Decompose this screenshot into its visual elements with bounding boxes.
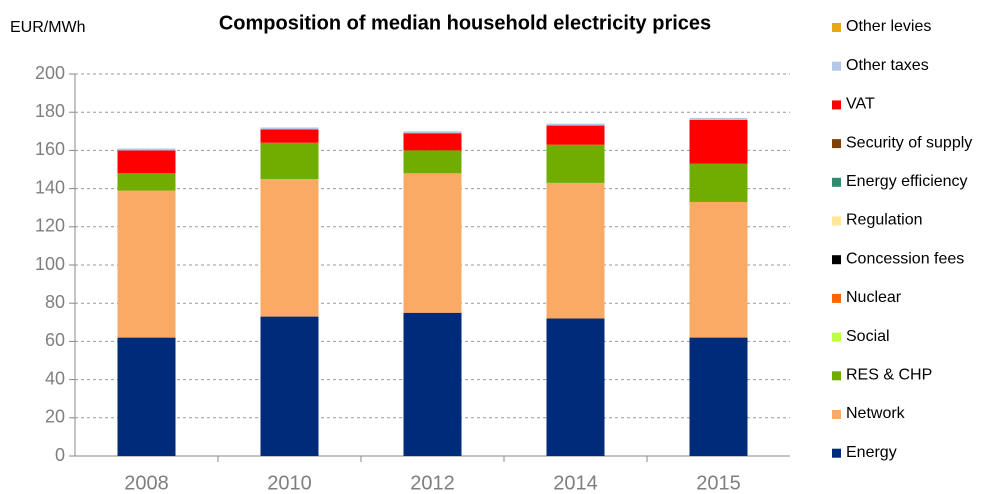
y-tick-label: 0 — [55, 445, 65, 465]
bar-segment — [546, 125, 605, 145]
y-tick-label: 200 — [35, 63, 65, 83]
bar-segment — [403, 133, 462, 151]
bar-segment — [689, 201, 748, 338]
bar-segment — [546, 318, 605, 456]
legend-label: Other levies — [846, 18, 931, 35]
bar-segment — [689, 163, 748, 202]
bar-segment — [546, 182, 605, 319]
legend-label: Regulation — [846, 212, 923, 229]
bar-segment — [403, 173, 462, 313]
legend-label: Other taxes — [846, 57, 929, 74]
legend-swatch — [832, 371, 841, 381]
legend-swatch — [832, 216, 841, 226]
legend-label: VAT — [846, 96, 875, 113]
x-tick-label: 2015 — [696, 472, 741, 494]
y-tick-label: 180 — [35, 101, 65, 121]
bar-segment — [403, 150, 462, 174]
legend-label: Security of supply — [846, 134, 972, 151]
legend-swatch — [832, 293, 841, 303]
y-tick-label: 40 — [45, 368, 65, 388]
bar-segment — [546, 144, 605, 183]
legend-swatch — [832, 255, 841, 265]
bar-segment — [689, 337, 748, 456]
y-axis-label: EUR/MWh — [10, 19, 86, 36]
legend-swatch — [832, 61, 841, 71]
y-tick-label: 160 — [35, 139, 65, 159]
y-tick-label: 140 — [35, 177, 65, 197]
x-tick-label: 2008 — [124, 472, 169, 494]
legend-label: Energy — [846, 444, 897, 461]
x-tick-label: 2014 — [553, 472, 598, 494]
legend-label: Nuclear — [846, 289, 902, 306]
legend-swatch — [832, 410, 841, 419]
bar-segment — [403, 131, 462, 134]
bar-segment — [260, 179, 319, 317]
bar-segment — [689, 119, 748, 164]
x-tick-label: 2010 — [267, 472, 312, 494]
bar-segment — [117, 337, 176, 456]
legend-swatch — [832, 177, 841, 187]
y-tick-label: 120 — [35, 216, 65, 236]
bar-segment — [689, 117, 748, 120]
chart-title: Composition of median household electric… — [219, 12, 711, 34]
legend-label: RES & CHP — [846, 367, 932, 384]
bar-segment — [546, 123, 605, 126]
bar-segment — [260, 142, 319, 180]
legend-label: Network — [846, 405, 906, 422]
x-tick-label: 2012 — [410, 472, 455, 494]
y-tick-label: 60 — [45, 330, 65, 350]
bar-segment — [117, 148, 176, 151]
legend-label: Concession fees — [846, 250, 964, 267]
bar-segment — [260, 316, 319, 456]
y-tick-label: 100 — [35, 254, 65, 274]
legend-swatch — [832, 448, 841, 458]
bar-segment — [260, 129, 319, 143]
bar-segment — [117, 150, 176, 174]
legend-swatch — [832, 100, 841, 110]
y-tick-label: 80 — [45, 292, 65, 312]
y-tick-label: 20 — [45, 407, 65, 427]
legend-swatch — [832, 332, 841, 342]
legend-label: Energy efficiency — [846, 173, 968, 190]
legend-swatch — [832, 23, 841, 32]
bar-segment — [403, 312, 462, 456]
legend-swatch — [832, 139, 841, 149]
legend-label: Social — [846, 328, 890, 345]
bar-segment — [117, 190, 176, 338]
bar-segment — [117, 173, 176, 191]
bar-segment — [260, 127, 319, 130]
